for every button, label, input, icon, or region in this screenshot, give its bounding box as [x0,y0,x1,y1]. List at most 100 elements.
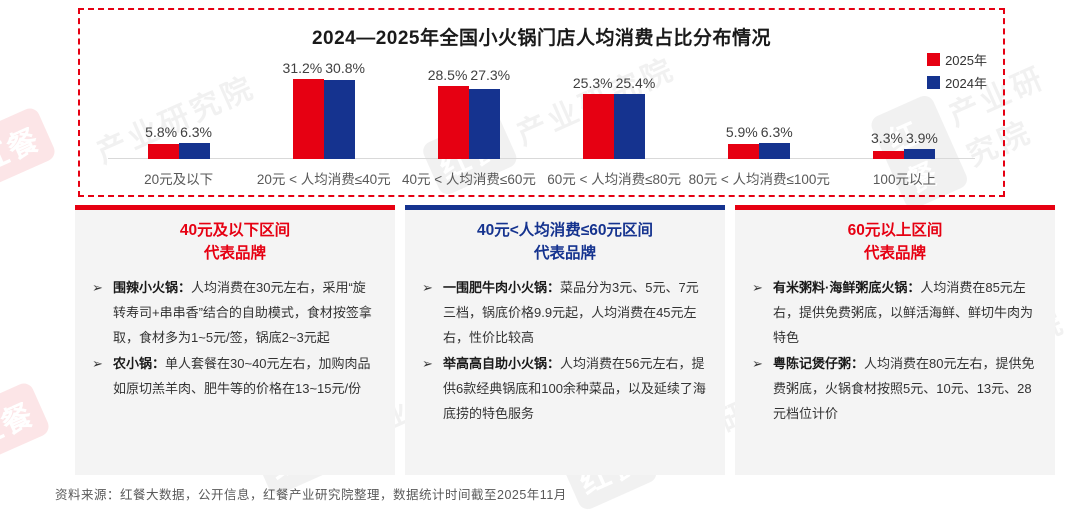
bar-group: 5.9% 6.3% 80元 < 人均消费≤100元 [687,52,832,189]
category-label: 20元及以下 [144,172,214,187]
bar-2025年 [147,144,179,159]
bar-group: 31.2% 30.8% 20元 < 人均消费≤40元 [251,52,396,189]
brand-description: 人均消费在30元左右，采用“旋转寿司+串串香”结合的自助模式，食材按签拿取，食材… [113,279,372,346]
bar-2024年 [178,142,210,159]
value-label: 27.3% [470,66,511,83]
legend-swatch [927,76,941,89]
value-labels: 31.2% 30.8% [283,60,365,76]
list-item: ➢ 举高高自助小火锅：人均消费在56元左右，提供6款经典锅底和100余种菜品，以… [422,351,708,427]
list-item: ➢ 农小锅：单人套餐在30~40元左右，加购肉品如原切羔羊肉、肥牛等的价格在13… [92,351,378,402]
value-label: 25.3% [572,74,613,91]
bar-pair [437,85,500,159]
legend-item: 2024年 [927,73,987,92]
bar-pair [583,93,646,159]
panel-title-line2: 代表品牌 [533,245,596,263]
brand-panels: 40元及以下区间 代表品牌 ➢ 围辣小火锅：人均消费在30元左右，采用“旋转寿司… [75,205,1055,475]
value-labels: 25.3% 25.4% [573,75,655,91]
x-axis-line [108,158,975,159]
panel-under-40: 40元及以下区间 代表品牌 ➢ 围辣小火锅：人均消费在30元左右，采用“旋转寿司… [75,205,395,475]
source-note: 资料来源：红餐大数据，公开信息，红餐产业研究院整理，数据统计时间截至2025年1… [55,488,567,502]
value-label: 5.9% [725,123,758,140]
bar-2025年 [292,79,324,159]
value-label: 6.3% [760,123,793,140]
arrow-bullet-icon: ➢ [92,279,103,295]
value-label: 28.5% [427,66,468,83]
bar-pair [292,79,355,159]
category-label: 80元 < 人均消费≤100元 [688,172,830,187]
category-label: 60元 < 人均消费≤80元 [547,172,682,187]
panel-title-line1: 40元<人均消费≤60元区间 [476,222,654,239]
brand-description: 菜品分为3元、5元、7元三档，锅底价格9.9元起，人均消费在45元左右，性价比较… [443,279,699,346]
panel-title: 60元以上区间 代表品牌 [752,219,1038,266]
list-item: ➢ 一围肥牛肉小火锅：菜品分为3元、5元、7元三档，锅底价格9.9元起，人均消费… [422,275,708,351]
category-label: 40元 < 人均消费≤60元 [402,172,536,187]
bar-chart: 5.8% 6.3% 20元及以下 31.2% 30.8% 20元 < 人均消费≤40元 28… [106,52,977,189]
value-labels: 3.3% 3.9% [871,130,938,146]
panel-title-line1: 60元以上区间 [847,222,943,239]
chart-legend: 2025年 2024年 [927,50,987,92]
value-label: 25.4% [615,74,656,91]
chart-panel: 2024—2025年全国小火锅门店人均消费占比分布情况 2025年 2024年 5… [78,8,1005,197]
bar-2025年 [437,85,469,159]
list-item: ➢ 围辣小火锅：人均消费在30元左右，采用“旋转寿司+串串香”结合的自助模式，食… [92,275,378,351]
panel-title: 40元及以下区间 代表品牌 [92,219,378,266]
bar-pair [147,142,210,159]
legend-label: 2024年 [945,76,987,91]
arrow-bullet-icon: ➢ [752,279,763,295]
arrow-bullet-icon: ➢ [422,279,433,295]
value-label: 31.2% [282,60,323,76]
bar-2024年 [468,89,500,159]
watermark: 红餐 [0,380,52,466]
brand-name: 粤陈记煲仔粥： [773,355,865,371]
brand-name: 有米粥料·海鲜粥底火锅： [773,279,921,295]
arrow-bullet-icon: ➢ [752,355,763,371]
bar-2024年 [904,149,936,159]
bar-2025年 [873,150,905,159]
brand-name: 举高高自助小火锅： [443,355,561,371]
bar-pair [873,149,936,159]
watermark-logo: 红餐 [0,105,58,191]
category-label: 20元 < 人均消费≤40元 [256,172,391,187]
brand-description: 单人套餐在30~40元左右，加购肉品如原切羔羊肉、肥牛等的价格在13~15元/份 [113,355,371,396]
legend-swatch [927,53,941,66]
brand-description: 人均消费在56元左右，提供6款经典锅底和100余种菜品，以及延续了海底捞的特色服… [443,355,706,422]
bar-2025年 [583,94,615,159]
bar-group: 28.5% 27.3% 40元 < 人均消费≤60元 [396,52,541,189]
value-label: 5.8% [145,123,178,140]
value-labels: 28.5% 27.3% [428,67,510,83]
bar-2025年 [728,143,760,159]
bar-2024年 [614,93,646,159]
panel-title-line2: 代表品牌 [203,245,266,263]
value-label: 3.3% [871,130,903,146]
brand-description: 人均消费在80元左右，提供免费粥底，火锅食材按照5元、10元、13元、28元档位… [773,355,1035,422]
brand-description: 人均消费在85元左右，提供免费粥底，以鲜活海鲜、鲜切牛肉为特色 [773,279,1034,346]
list-item: ➢ 有米粥料·海鲜粥底火锅：人均消费在85元左右，提供免费粥底，以鲜活海鲜、鲜切… [752,275,1038,351]
panel-title-line1: 40元及以下区间 [179,222,291,239]
value-label: 3.9% [905,130,938,146]
value-labels: 5.9% 6.3% [726,124,793,140]
bar-pair [728,142,791,159]
bar-group: 3.3% 3.9% 100元以上 [832,52,977,189]
bar-group: 5.8% 6.3% 20元及以下 [106,52,251,189]
value-label: 30.8% [325,60,365,76]
brand-name: 农小锅： [113,355,166,371]
arrow-bullet-icon: ➢ [92,355,103,371]
bar-group: 25.3% 25.4% 60元 < 人均消费≤80元 [542,52,687,189]
watermark-logo: 红餐 [0,380,52,466]
panel-title: 40元<人均消费≤60元区间 代表品牌 [422,219,708,266]
chart-title: 2024—2025年全国小火锅门店人均消费占比分布情况 [311,28,772,49]
bar-groups: 5.8% 6.3% 20元及以下 31.2% 30.8% 20元 < 人均消费≤40元 28… [106,52,977,189]
panel-over-60: 60元以上区间 代表品牌 ➢ 有米粥料·海鲜粥底火锅：人均消费在85元左右，提供… [735,205,1055,475]
value-labels: 5.8% 6.3% [145,124,212,140]
brand-name: 围辣小火锅： [113,279,192,295]
bar-2024年 [759,142,791,159]
legend-label: 2025年 [945,53,987,68]
watermark: 红餐 [0,105,58,191]
brand-name: 一围肥牛肉小火锅： [443,279,561,295]
category-label: 100元以上 [872,172,936,187]
list-item: ➢ 粤陈记煲仔粥：人均消费在80元左右，提供免费粥底，火锅食材按照5元、10元、… [752,351,1038,427]
panel-40-to-60: 40元<人均消费≤60元区间 代表品牌 ➢ 一围肥牛肉小火锅：菜品分为3元、5元… [405,205,725,475]
arrow-bullet-icon: ➢ [422,355,433,371]
legend-item: 2025年 [927,50,987,69]
bar-2024年 [323,80,355,159]
